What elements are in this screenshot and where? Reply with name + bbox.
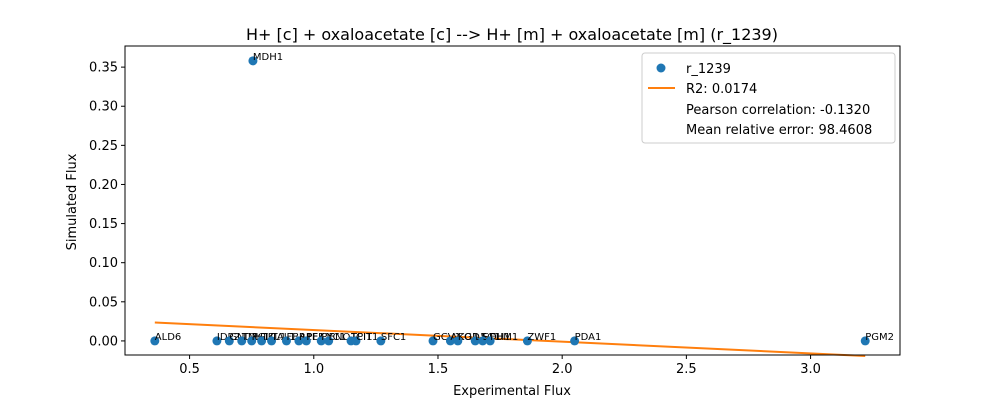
- point-label: KGD1: [458, 332, 486, 343]
- y-tick-label: 0.10: [89, 256, 118, 271]
- point-label: CIT1: [356, 332, 378, 343]
- data-point: [324, 336, 334, 346]
- chart-title: H+ [c] + oxaloacetate [c] --> H+ [m] + o…: [246, 25, 778, 45]
- point-label: ZWF1: [527, 332, 556, 343]
- data-point: [281, 336, 291, 346]
- x-tick-label: 2.0: [552, 362, 573, 377]
- data-point: [860, 336, 870, 346]
- data-point: [257, 336, 267, 346]
- point-label: RPE1: [299, 332, 325, 343]
- data-point: [470, 336, 480, 346]
- y-tick-label: 0.15: [89, 217, 118, 232]
- data-point: [212, 336, 222, 346]
- legend-box: [641, 52, 896, 144]
- data-point: [237, 336, 247, 346]
- point-label: PDA1: [575, 332, 602, 343]
- legend: r_1239 R2: 0.0174 Pearson correlation: -…: [641, 52, 896, 144]
- point-label: PYC1: [321, 332, 346, 343]
- fit-line: [154, 321, 866, 357]
- point-label: ACO1: [450, 332, 478, 343]
- data-point: [316, 336, 326, 346]
- x-tick-label: 0.5: [179, 362, 200, 377]
- data-point: [351, 336, 361, 346]
- data-point: [247, 336, 257, 346]
- data-point: [453, 336, 463, 346]
- point-label: SFC1: [381, 332, 406, 343]
- data-point: [294, 336, 304, 346]
- point-label: TDH1: [241, 332, 270, 343]
- legend-entry-pearson: Pearson correlation: -0.1320: [686, 103, 870, 118]
- data-point: [150, 336, 160, 346]
- point-label: TAL1: [271, 332, 296, 343]
- data-point: [485, 336, 495, 346]
- point-label: MDH1: [253, 52, 283, 63]
- x-tick-label: 1.0: [303, 362, 324, 377]
- legend-marker-series: [656, 63, 666, 73]
- legend-entry-fit: R2: 0.0174: [686, 82, 757, 97]
- y-tick-label: 0.05: [89, 295, 118, 310]
- axes-frame: [124, 45, 901, 356]
- data-point: [445, 336, 455, 346]
- point-label: SDH1: [483, 332, 511, 343]
- point-label: GCV1: [433, 332, 461, 343]
- x-tick-label: 3.0: [800, 362, 821, 377]
- point-label: FUM1: [490, 332, 518, 343]
- point-label: ENO1: [329, 332, 357, 343]
- y-tick-label: 0.20: [89, 178, 118, 193]
- legend-entry-series: r_1239: [686, 62, 731, 77]
- x-tick-label: 1.5: [428, 362, 449, 377]
- legend-entry-mre: Mean relative error: 98.4608: [686, 123, 872, 138]
- data-point: [478, 336, 488, 346]
- plot-area: ALD6IDP2GND1TDH1MDH1PGI1TKL1TAL1FBA1RPE1…: [150, 52, 894, 357]
- data-point: [428, 336, 438, 346]
- data-point: [522, 336, 532, 346]
- data-point: [224, 336, 234, 346]
- axes: 0.5 1.0 1.5 2.0 2.5 3.0 0.00 0.05 0.10 0.15 0.20 0.…: [89, 45, 901, 377]
- point-label: TPI1: [350, 332, 372, 343]
- data-point: [248, 56, 258, 66]
- x-axis-label: Experimental Flux: [453, 384, 571, 399]
- data-point: [301, 336, 311, 346]
- data-point: [570, 336, 580, 346]
- x-tick-label: 2.5: [676, 362, 697, 377]
- point-label: ALD6: [155, 332, 181, 343]
- y-tick-label: 0.25: [89, 139, 118, 154]
- y-axis-label: Simulated Flux: [65, 153, 80, 250]
- y-tick-label: 0.00: [89, 334, 118, 349]
- y-tick-label: 0.35: [89, 61, 118, 76]
- data-point: [267, 336, 277, 346]
- data-point: [376, 336, 386, 346]
- point-label: PGM2: [865, 332, 894, 343]
- y-tick-label: 0.30: [89, 100, 118, 115]
